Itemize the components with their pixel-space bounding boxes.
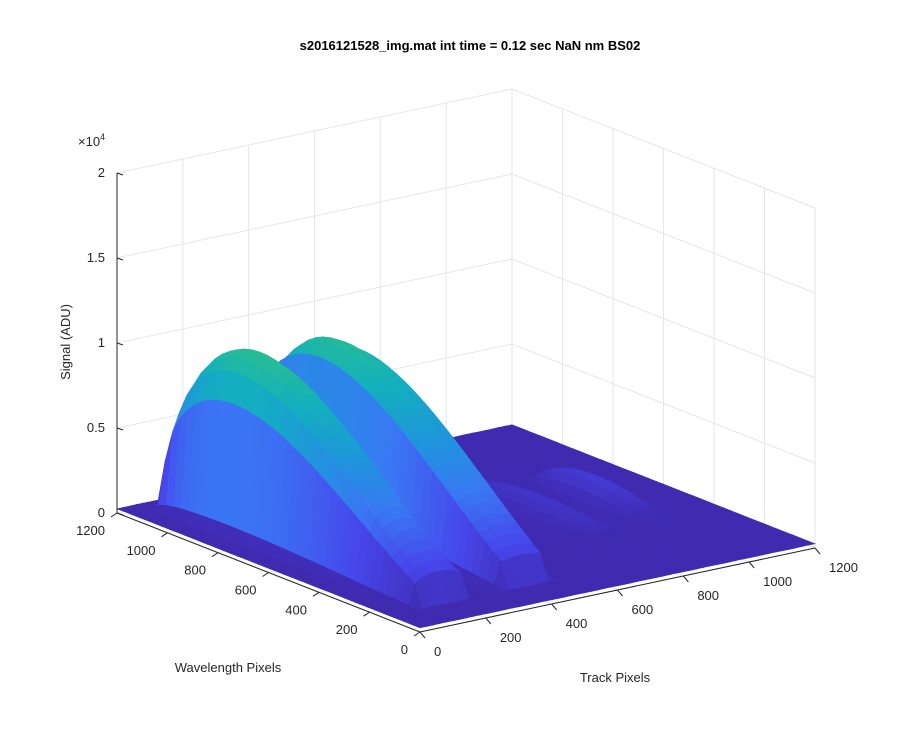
chart-title: s2016121528_img.mat int time = 0.12 sec …	[300, 38, 641, 53]
y-tick-mark	[161, 532, 168, 538]
x-tick-mark	[748, 561, 755, 569]
z-tick-mark	[116, 257, 124, 261]
z-ticks: 0 0.5 1 1.5 2	[87, 165, 124, 520]
grid-line-z	[116, 88, 816, 209]
z-tick-label: 1	[98, 335, 105, 350]
y-tick-label: 800	[184, 563, 206, 578]
x-tick-label: 600	[632, 602, 654, 617]
y-tick-label: 1200	[76, 523, 105, 538]
y-tick-mark	[110, 512, 118, 518]
y-ticks: 0 200 400 600 800 1000 1200	[76, 512, 421, 657]
x-axis-label: Track Pixels	[580, 670, 651, 685]
y-tick-mark	[262, 572, 269, 577]
z-tick-label: 0	[98, 505, 105, 520]
x-tick-label: 200	[500, 630, 522, 645]
y-tick-label: 200	[336, 622, 358, 637]
x-tick-mark	[814, 547, 821, 555]
x-tick-mark	[419, 631, 426, 639]
y-tick-mark	[312, 591, 320, 597]
x-tick-label: 0	[434, 644, 441, 659]
z-tick-label: 2	[98, 165, 105, 180]
x-tick-label: 1200	[829, 560, 858, 575]
x-ticks: 0 200 400 600 800 1000 1200	[419, 547, 858, 659]
z-tick-mark	[116, 512, 124, 516]
y-tick-label: 400	[285, 602, 307, 617]
x-tick-label: 800	[697, 588, 719, 603]
surface-mesh	[115, 336, 817, 629]
z-tick-mark	[116, 172, 124, 176]
x-tick-mark	[682, 575, 689, 583]
y-tick-label: 1000	[127, 543, 156, 558]
x-tick-label: 400	[566, 616, 588, 631]
y-tick-label: 0	[401, 642, 408, 657]
y-tick-label: 600	[235, 583, 257, 598]
z-tick-label: 1.5	[87, 250, 105, 265]
grid-line-z	[116, 173, 816, 294]
x-tick-mark	[617, 589, 623, 597]
x-tick-label: 1000	[763, 574, 792, 589]
z-axis-label: Signal (ADU)	[58, 304, 73, 380]
y-axis-label: Wavelength Pixels	[175, 660, 282, 675]
z-tick-mark	[116, 427, 124, 431]
z-tick-mark	[116, 342, 124, 346]
y-tick-mark	[363, 611, 370, 617]
x-tick-mark	[485, 617, 492, 625]
z-exponent-label: ×104	[78, 132, 105, 149]
z-tick-label: 0.5	[87, 420, 105, 435]
y-tick-mark	[211, 552, 219, 558]
surface-patch	[411, 623, 428, 629]
x-tick-mark	[551, 603, 558, 611]
grid-line-z	[116, 258, 816, 379]
y-tick-mark	[413, 631, 421, 637]
